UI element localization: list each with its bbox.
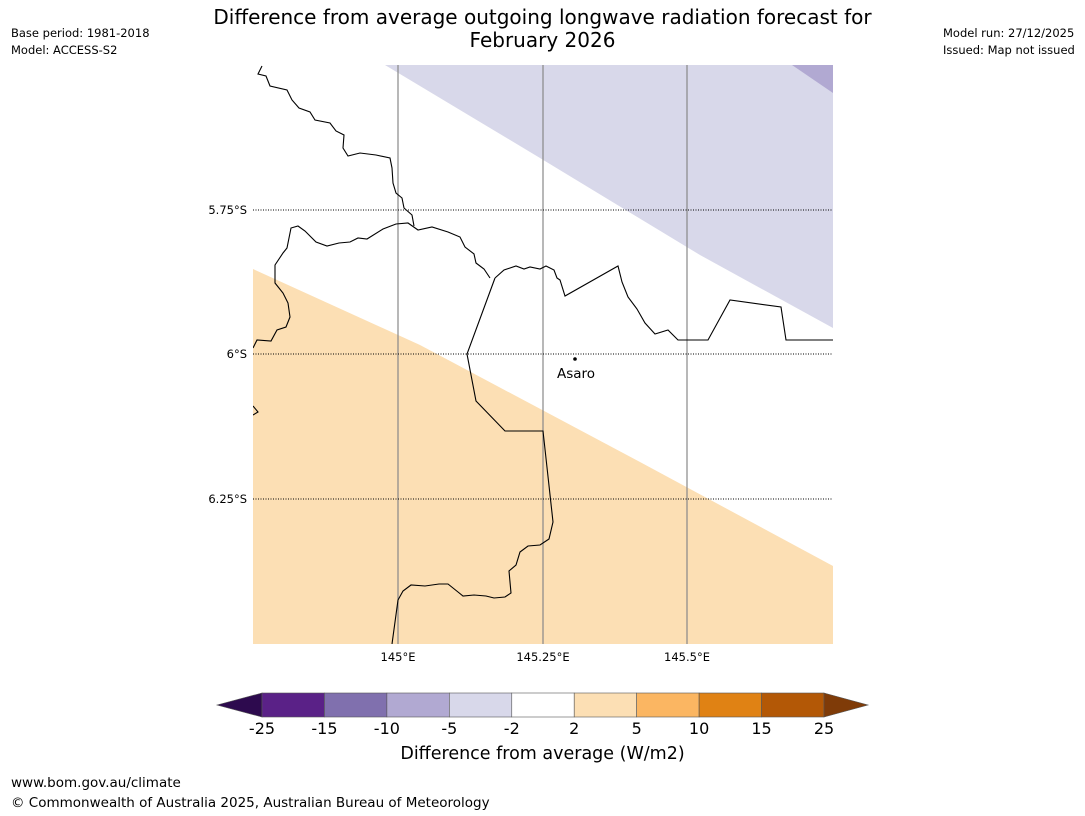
metadata-right: Model run: 27/12/2025 Issued: Map not is… — [943, 25, 1075, 59]
colorbar-tick-label: 10 — [688, 719, 710, 738]
title-line-1: Difference from average outgoing longwav… — [213, 5, 872, 29]
lon-label-145-5: 145.5°E — [664, 650, 710, 664]
map-panel: Asaro 5.75°S 6°S 6.25°S 145°E 145.25°E 1… — [208, 65, 833, 664]
lat-label-5-75: 5.75°S — [208, 203, 247, 217]
asaro-label: Asaro — [557, 366, 595, 382]
boundary-line — [391, 277, 554, 644]
shade-negative-small — [385, 65, 833, 328]
colorbar-bin — [261, 692, 325, 718]
asaro-marker — [573, 357, 577, 361]
colorbar-tick-label: 25 — [813, 719, 835, 738]
footer-copyright: © Commonwealth of Australia 2025, Austra… — [11, 795, 490, 811]
colorbar — [215, 692, 870, 718]
colorbar-tick-label: -25 — [248, 719, 276, 738]
lat-label-6-25: 6.25°S — [208, 492, 247, 506]
colorbar-extend-min — [215, 692, 263, 718]
lon-label-145: 145°E — [381, 650, 416, 664]
issued-text: Issued: Map not issued — [943, 43, 1075, 57]
colorbar-bin — [636, 692, 700, 718]
lon-label-145-25: 145.25°E — [516, 650, 569, 664]
boundary-line — [253, 222, 491, 349]
colorbar-tick-label: -10 — [373, 719, 400, 738]
title-line-2: February 2026 — [469, 28, 616, 52]
colorbar-bin — [573, 692, 637, 718]
map-area: Asaro — [253, 65, 833, 644]
colorbar-tick-label: 2 — [569, 719, 580, 738]
boundary-line — [494, 265, 833, 341]
colorbar-tick-label: 5 — [631, 719, 642, 738]
base-period-text: Base period: 1981-2018 — [11, 26, 150, 40]
colorbar-bin — [698, 692, 762, 718]
model-text: Model: ACCESS-S2 — [11, 43, 118, 57]
colorbar-bin — [511, 692, 575, 718]
colorbar-tick-label: 15 — [751, 719, 772, 738]
colorbar-tick-label: -15 — [311, 719, 338, 738]
colorbar-tick-label: -2 — [503, 719, 520, 738]
colorbar-bin — [324, 692, 388, 718]
boundary-line — [257, 65, 415, 227]
shade-negative-medium — [792, 65, 833, 93]
colorbar-segments — [215, 692, 870, 718]
colorbar-bin — [449, 692, 513, 718]
colorbar-bin — [761, 692, 825, 718]
metadata-left: Base period: 1981-2018 Model: ACCESS-S2 — [11, 25, 150, 59]
colorbar-tick-label: -5 — [441, 719, 458, 738]
colorbar-bin — [386, 692, 450, 718]
colorbar-title: Difference from average (W/m2) — [400, 744, 685, 764]
model-run-text: Model run: 27/12/2025 — [943, 26, 1075, 40]
footer-url: www.bom.gov.au/climate — [11, 775, 181, 791]
lat-label-6: 6°S — [227, 347, 247, 361]
boundary-line — [253, 405, 259, 416]
map-title: Difference from average outgoing longwav… — [0, 6, 1085, 52]
colorbar-extend-max — [823, 692, 870, 718]
